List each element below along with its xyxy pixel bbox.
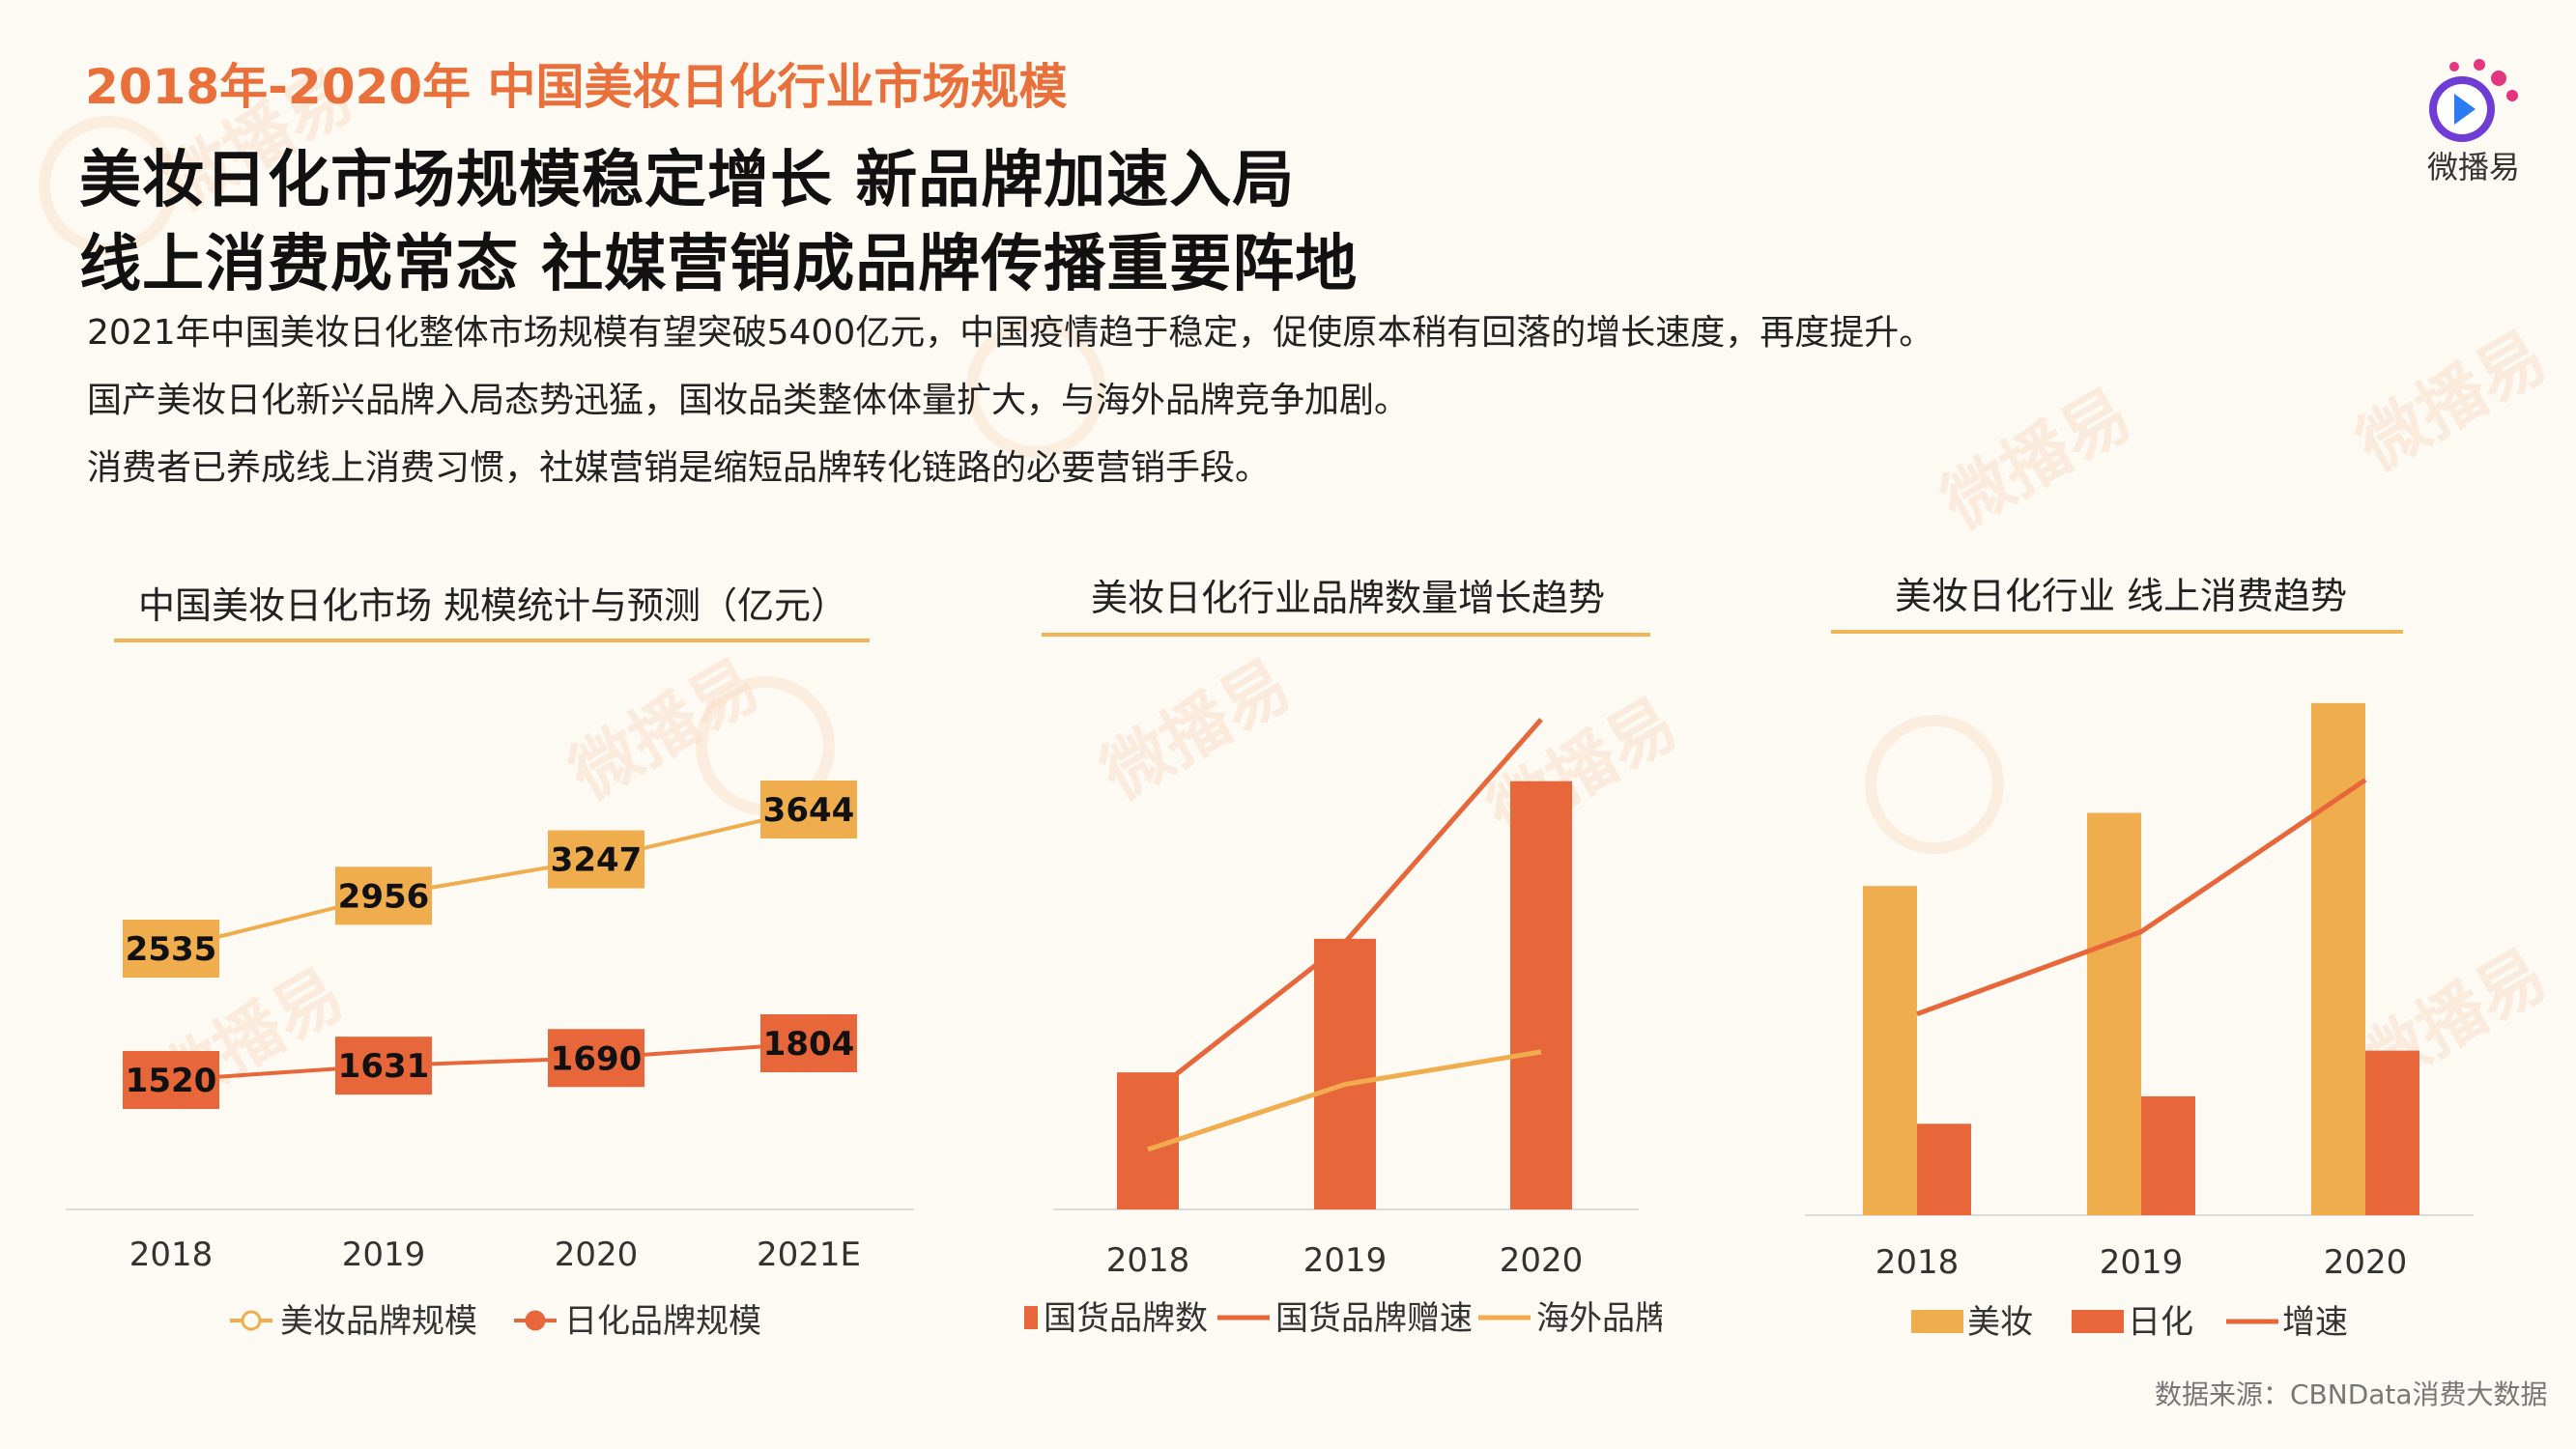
summary-paragraph: 消费者已养成线上消费习惯，社媒营销是缩短品牌转化链路的必要营销手段。 (87, 448, 1271, 488)
bar (2087, 812, 2141, 1215)
legend-label: 美妆 (1967, 1303, 2033, 1342)
brand-count-combo-chart: 2018 2019 2020 国货品牌数 国货品牌赠速 海外品牌增速 (1024, 718, 1662, 1338)
series-line (1146, 718, 1543, 1098)
data-label-box (335, 867, 432, 925)
legend-label: 日化 (2128, 1303, 2193, 1342)
chart-2-title: 美妆日化行业品牌数量增长趋势 (1090, 577, 1605, 619)
legend-marker (525, 1310, 546, 1331)
data-source-note: 数据来源：CBNData消费大数据 (2155, 1378, 2548, 1410)
chart-1-title: 中国美妆日化市场 规模统计与预测（亿元） (137, 584, 848, 627)
bar (2365, 1050, 2419, 1215)
bar (1510, 781, 1572, 1209)
legend-label: 增速 (2282, 1303, 2348, 1342)
summary-paragraph: 国产美妆日化新兴品牌入局态势迅猛，国妆品类整体体量扩大，与海外品牌竞争加剧。 (87, 381, 1410, 420)
data-label: 1804 (763, 1025, 855, 1064)
title-underline (1831, 630, 2403, 634)
bar (2141, 1095, 2195, 1215)
online-consumption-combo-chart: 2018 2019 2020 美妆 日化 增速 (1805, 702, 2474, 1342)
data-label-box (760, 781, 857, 838)
headline-line-2: 线上消费成常态 社媒营销成品牌传播重要阵地 (79, 229, 1359, 300)
market-size-line-chart: 2535 2956 3247 3644 1520 1631 1690 1804 2018 2019… (66, 781, 914, 1341)
x-tick-label: 2018 (1875, 1243, 1960, 1282)
x-tick-label: 2019 (2100, 1243, 2184, 1282)
legend-label: 国货品牌数 (1044, 1299, 1208, 1338)
legend-marker (241, 1310, 262, 1331)
data-label-box (335, 1037, 432, 1095)
data-label: 2535 (126, 930, 217, 969)
x-tick-label: 2021E (757, 1236, 861, 1274)
title-underline (114, 639, 870, 642)
data-label: 1690 (551, 1039, 643, 1078)
legend-label: 海外品牌增速 (1536, 1299, 1662, 1338)
legend-label: 日化品牌规模 (564, 1302, 761, 1341)
x-tick-label: 2019 (1303, 1241, 1388, 1280)
bar (1917, 1123, 1971, 1215)
series-line (170, 808, 810, 951)
legend-swatch (2072, 1310, 2124, 1333)
legend-label: 国货品牌赠速 (1275, 1299, 1473, 1338)
data-label-box (123, 1051, 219, 1109)
title-underline (1042, 633, 1650, 637)
headline-line-1: 美妆日化市场规模稳定增长 新品牌加速入局 (79, 145, 1296, 216)
data-label: 3247 (551, 841, 643, 880)
x-tick-label: 2018 (1106, 1241, 1190, 1280)
x-tick-label: 2020 (555, 1236, 639, 1274)
bar (2311, 702, 2365, 1215)
series-line (1916, 778, 2367, 1017)
data-label-box (123, 920, 219, 978)
data-label: 3644 (763, 791, 855, 830)
summary-paragraph: 2021年中国美妆日化整体市场规模有望突破5400亿元，中国疫情趋于稳定，促使原… (87, 313, 1934, 353)
data-label-box (760, 1014, 857, 1072)
x-tick-label: 2018 (129, 1236, 214, 1274)
chart-3-title: 美妆日化行业 线上消费趋势 (1894, 575, 2348, 617)
bar (1314, 938, 1376, 1209)
section-kicker: 2018年-2020年 中国美妆日化行业市场规模 (85, 59, 1068, 115)
brand-name: 微播易 (2426, 149, 2520, 185)
play-icon (2429, 59, 2518, 142)
series-line (170, 1041, 810, 1082)
data-label: 1631 (338, 1047, 430, 1086)
data-label-box (548, 1029, 644, 1088)
bar (1863, 886, 1917, 1215)
watermark-text: 微播易 (2344, 316, 2561, 487)
legend-label: 美妆品牌规模 (280, 1302, 477, 1341)
legend-swatch (1911, 1310, 1963, 1333)
data-label: 2956 (338, 877, 430, 916)
x-tick-label: 2020 (2324, 1243, 2408, 1282)
brand-logo (2416, 53, 2541, 188)
legend-swatch (1024, 1306, 1038, 1329)
x-tick-label: 2020 (1500, 1241, 1584, 1280)
data-label-box (548, 830, 644, 889)
data-label: 1520 (126, 1062, 217, 1100)
series-line (1147, 1049, 1542, 1152)
x-tick-label: 2019 (342, 1236, 426, 1274)
watermark-text: 微播易 (1929, 374, 2145, 545)
